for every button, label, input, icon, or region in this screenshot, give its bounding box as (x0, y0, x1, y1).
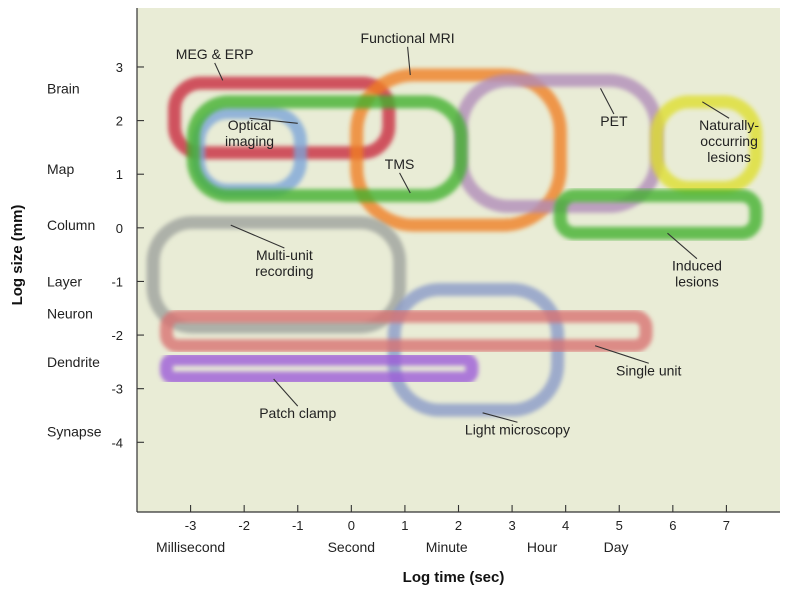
text-labels: MEG & ERP Functional MRI PET Naturally-occu… (47, 30, 759, 555)
label-leader-lines (214, 46, 730, 423)
label-naturally-occurring-lesions: Naturally-occurring lesions (699, 117, 759, 165)
label-functional-mri: Functional MRI (361, 30, 455, 46)
label-patch-clamp: Patch clamp (259, 405, 336, 421)
leader-light-microscopy (482, 412, 518, 423)
leader-functional-mri (407, 46, 411, 76)
x-unit-hour: Hour (527, 539, 558, 555)
x-unit-second: Second (328, 539, 375, 555)
leader-pet (600, 88, 615, 115)
y-unit-neuron: Neuron (47, 306, 93, 322)
x-unit-day: Day (604, 539, 629, 555)
leader-optical-imaging (249, 117, 298, 124)
leader-single-unit (594, 345, 649, 364)
leader-naturally-occurring-lesions (702, 101, 730, 119)
x-tick-label: 6 (669, 518, 676, 533)
x-tick-label: 1 (401, 518, 408, 533)
x-unit-minute: Minute (426, 539, 468, 555)
y-axis-title: Log size (mm) (9, 205, 26, 306)
x-tick-label: 3 (508, 518, 515, 533)
x-tick-label: -3 (185, 518, 197, 533)
y-unit-map: Map (47, 161, 74, 177)
label-optical-imaging: Optical imaging (225, 117, 274, 149)
region-naturally-occurring-lesions (650, 95, 763, 195)
method-regions (146, 68, 763, 417)
label-single-unit: Single unit (616, 362, 681, 378)
tick-marks (137, 66, 727, 512)
region-single-unit (159, 309, 653, 353)
region-patch-clamp (159, 352, 479, 385)
y-unit-column: Column (47, 217, 95, 233)
label-multi-unit-recording: Multi-unit recording (255, 247, 313, 279)
leader-induced-lesions (667, 232, 698, 260)
region-functional-mri (350, 68, 567, 232)
leader-tms (399, 172, 411, 194)
x-tick-label: 2 (455, 518, 462, 533)
region-multi-unit-recording (146, 215, 407, 334)
y-unit-layer: Layer (47, 273, 82, 289)
region-tms (186, 95, 468, 203)
x-tick-label: 5 (616, 518, 623, 533)
y-tick-label: 0 (116, 221, 123, 236)
y-unit-synapse: Synapse (47, 424, 102, 440)
y-unit-brain: Brain (47, 80, 80, 96)
y-tick-label: 3 (116, 60, 123, 75)
x-unit-millisecond: Millisecond (156, 539, 225, 555)
leader-patch-clamp (273, 378, 299, 407)
label-tms: TMS (385, 156, 415, 172)
y-unit-dendrite: Dendrite (47, 354, 100, 370)
y-tick-label: -2 (111, 328, 123, 343)
label-light-microscopy: Light microscopy (465, 421, 570, 437)
x-tick-label: 7 (723, 518, 730, 533)
x-tick-label: -1 (292, 518, 304, 533)
label-induced-lesions: Induced lesions (672, 258, 722, 290)
x-tick-label: -2 (238, 518, 250, 533)
y-tick-label: -4 (111, 435, 123, 450)
x-axis-title: Log time (sec) (403, 569, 505, 586)
label-meg-erp: MEG & ERP (176, 46, 254, 62)
x-tick-label: 4 (562, 518, 569, 533)
plot-area (137, 8, 780, 512)
label-pet: PET (600, 113, 628, 129)
leader-meg-erp (214, 62, 224, 81)
y-tick-label: 1 (116, 167, 123, 182)
x-tick-label: 0 (348, 518, 355, 533)
leader-multi-unit-recording (230, 224, 285, 249)
y-tick-label: -3 (111, 382, 123, 397)
y-tick-label: -1 (111, 274, 123, 289)
y-tick-label: 2 (116, 114, 123, 129)
region-meg-erp (168, 76, 396, 160)
region-induced-lesions (553, 189, 763, 240)
